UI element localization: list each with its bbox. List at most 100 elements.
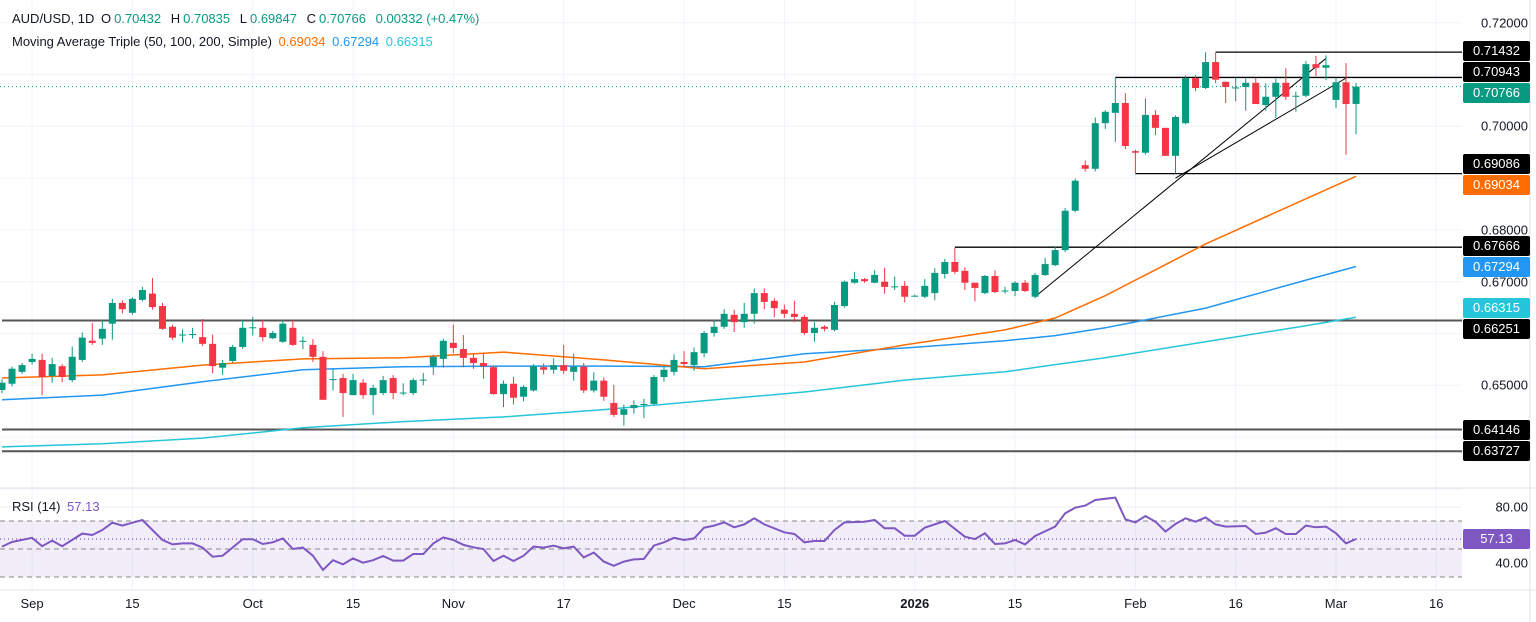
candle-bearish bbox=[289, 327, 297, 345]
price-badge: 0.66315 bbox=[1463, 298, 1530, 319]
candle-bullish bbox=[108, 302, 116, 324]
ma50-line bbox=[1, 175, 1357, 379]
candle-bullish bbox=[710, 326, 718, 333]
candle-bullish bbox=[98, 328, 106, 339]
candle-bullish bbox=[269, 332, 277, 339]
candle-bearish bbox=[820, 326, 828, 329]
candle-bearish bbox=[560, 365, 568, 371]
time-axis-label: 15 bbox=[777, 596, 792, 611]
candle-bullish bbox=[750, 293, 758, 314]
close-value: C 0.70766 bbox=[306, 11, 366, 26]
candle-bullish bbox=[138, 289, 146, 300]
trendline bbox=[1034, 58, 1327, 298]
time-axis-label: 15 bbox=[345, 596, 361, 611]
candle-bullish bbox=[219, 363, 227, 368]
candle-bearish bbox=[1192, 78, 1200, 88]
candle-bearish bbox=[479, 363, 487, 367]
candle-bullish bbox=[720, 313, 728, 327]
candle-bullish bbox=[1141, 114, 1149, 153]
high-value: H 0.70835 bbox=[170, 11, 231, 26]
candle-bullish bbox=[379, 380, 387, 394]
candle-bearish bbox=[991, 276, 999, 293]
time-axis-label: 15 bbox=[125, 596, 140, 611]
candle-bearish bbox=[88, 340, 96, 343]
candle-bearish bbox=[389, 378, 397, 394]
candle-bullish bbox=[1232, 87, 1240, 89]
candle-bullish bbox=[660, 369, 668, 378]
candle-bearish bbox=[770, 300, 778, 309]
candle-bullish bbox=[1292, 95, 1300, 97]
candle-bullish bbox=[1202, 62, 1210, 88]
candle-bullish bbox=[1272, 82, 1280, 97]
candle-bullish bbox=[329, 379, 337, 381]
price-badge: 0.70766 bbox=[1463, 83, 1530, 104]
open-value: O 0.70432 bbox=[100, 11, 162, 26]
candle-bearish bbox=[169, 326, 177, 338]
candle-bullish bbox=[690, 352, 698, 366]
candle-bullish bbox=[18, 365, 26, 372]
candle-bullish bbox=[810, 327, 818, 333]
candle-bullish bbox=[1071, 180, 1079, 211]
rsi-axis-label: 80.00 bbox=[1495, 499, 1528, 515]
price-badge: 0.67666 bbox=[1463, 236, 1530, 257]
ma-legend: Moving Average Triple (50, 100, 200, Sim… bbox=[12, 34, 436, 49]
candle-bullish bbox=[399, 392, 407, 394]
candle-bullish bbox=[429, 356, 437, 367]
candle-bullish bbox=[1111, 102, 1119, 113]
low-value: L 0.69847 bbox=[239, 11, 297, 26]
change-value: 0.00332 (+0.47%) bbox=[375, 11, 480, 26]
candle-bullish bbox=[1322, 65, 1330, 68]
ma200-line bbox=[1, 316, 1357, 448]
candle-bullish bbox=[1302, 64, 1310, 96]
price-badge: 0.70943 bbox=[1463, 62, 1530, 83]
candle-bearish bbox=[610, 402, 618, 415]
candle-bullish bbox=[530, 366, 538, 391]
candle-bearish bbox=[760, 293, 768, 302]
candle-bullish bbox=[1051, 250, 1059, 266]
candle-bearish bbox=[469, 357, 477, 364]
time-axis-label: 15 bbox=[1007, 596, 1023, 611]
candle-bullish bbox=[239, 327, 247, 347]
candle-bullish bbox=[1182, 78, 1190, 124]
ma100-value: 0.67294 bbox=[332, 34, 380, 49]
candle-bearish bbox=[339, 378, 347, 394]
candle-bearish bbox=[730, 314, 738, 323]
candle-bullish bbox=[550, 365, 558, 370]
candle-bullish bbox=[1091, 123, 1099, 169]
candle-bearish bbox=[449, 342, 457, 349]
candle-bearish bbox=[199, 337, 207, 344]
time-axis-label: Oct bbox=[242, 596, 263, 611]
candle-bearish bbox=[800, 316, 808, 333]
candle-bullish bbox=[911, 295, 919, 297]
candle-bullish bbox=[1101, 111, 1109, 124]
candle-bullish bbox=[439, 340, 447, 359]
candle-bullish bbox=[851, 279, 859, 283]
candle-bearish bbox=[158, 306, 166, 329]
candle-bullish bbox=[931, 272, 939, 294]
candle-bullish bbox=[500, 383, 507, 395]
candle-bullish bbox=[409, 380, 417, 394]
candle-bearish bbox=[118, 302, 126, 310]
candle-bullish bbox=[189, 334, 197, 336]
candle-bullish bbox=[1332, 82, 1340, 100]
ma-title: Moving Average Triple (50, 100, 200, Sim… bbox=[12, 34, 272, 49]
time-axis-label: Sep bbox=[20, 596, 44, 611]
candle-bearish bbox=[1121, 102, 1129, 146]
candle-bearish bbox=[38, 359, 46, 378]
time-axis-label: Dec bbox=[672, 596, 696, 611]
candle-bearish bbox=[1131, 151, 1139, 153]
ma100-line bbox=[1, 265, 1357, 401]
candle-bearish bbox=[489, 367, 497, 395]
candle-bearish bbox=[309, 344, 317, 357]
candle-bullish bbox=[520, 386, 528, 397]
candle-bearish bbox=[901, 285, 909, 297]
candle-bullish bbox=[1352, 86, 1360, 104]
candle-bullish bbox=[670, 359, 678, 372]
candle-bullish bbox=[941, 262, 949, 274]
time-axis-label: Nov bbox=[441, 596, 465, 611]
candle-bullish bbox=[650, 377, 658, 404]
candle-bullish bbox=[229, 346, 237, 361]
candle-bullish bbox=[700, 332, 708, 354]
candle-bullish bbox=[620, 409, 628, 415]
